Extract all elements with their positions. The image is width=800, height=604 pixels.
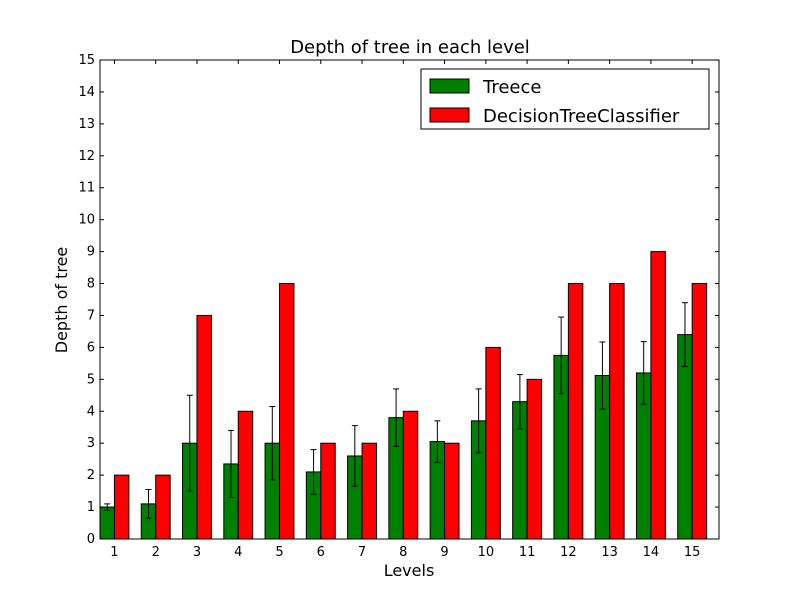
x-tick-label: 3	[193, 545, 201, 560]
y-tick-label: 14	[78, 85, 95, 100]
bar-decisiontree-1	[114, 475, 128, 539]
chart-title: Depth of tree in each level	[290, 37, 530, 58]
bar-decisiontree-5	[280, 284, 294, 539]
x-tick-label: 7	[358, 545, 366, 560]
x-tick-label: 9	[440, 545, 448, 560]
y-tick-label: 6	[87, 340, 95, 355]
bar-decisiontree-8	[403, 411, 417, 539]
bar-decisiontree-9	[445, 443, 459, 539]
y-tick-label: 1	[87, 500, 95, 515]
y-tick-label: 10	[78, 213, 95, 228]
x-axis-label: Levels	[384, 561, 435, 580]
legend: Treece DecisionTreeClassifier	[421, 69, 709, 129]
y-tick-label: 5	[87, 372, 95, 387]
x-tick-label: 6	[317, 545, 325, 560]
y-tick-label: 11	[78, 181, 95, 196]
bar-decisiontree-13	[610, 284, 624, 539]
plot-area	[100, 252, 707, 539]
x-tick-label: 13	[601, 545, 618, 560]
y-tick-label: 2	[87, 468, 95, 483]
x-tick-label: 10	[478, 545, 495, 560]
y-tick-label: 4	[87, 404, 95, 419]
x-tick-label: 2	[152, 545, 160, 560]
x-tick-label: 12	[560, 545, 577, 560]
x-tick-label: 8	[399, 545, 407, 560]
bar-decisiontree-10	[486, 347, 500, 539]
x-tick-label: 4	[234, 545, 242, 560]
bar-treece-1	[100, 507, 114, 539]
y-tick-label: 9	[87, 245, 95, 260]
y-tick-label: 8	[87, 277, 95, 292]
bar-decisiontree-12	[568, 284, 582, 539]
y-tick-label: 12	[78, 149, 95, 164]
legend-swatch-1	[430, 108, 469, 122]
bar-decisiontree-11	[527, 379, 541, 539]
bar-decisiontree-6	[321, 443, 335, 539]
x-tick-label: 5	[275, 545, 283, 560]
y-tick-label: 15	[78, 53, 95, 68]
bar-decisiontree-4	[238, 411, 252, 539]
bar-decisiontree-15	[692, 284, 706, 539]
y-tick-label: 0	[87, 532, 95, 547]
legend-swatch-0	[430, 79, 469, 93]
y-tick-label: 3	[87, 436, 95, 451]
bar-decisiontree-3	[197, 315, 211, 539]
legend-label: DecisionTreeClassifier	[483, 106, 680, 127]
bar-decisiontree-14	[651, 252, 665, 539]
y-tick-label: 7	[87, 308, 95, 323]
x-tick-label: 14	[643, 545, 660, 560]
bar-decisiontree-7	[362, 443, 376, 539]
bar-decisiontree-2	[156, 475, 170, 539]
x-tick-label: 15	[684, 545, 701, 560]
y-axis-label: Depth of tree	[52, 247, 71, 354]
x-tick-label: 1	[110, 545, 118, 560]
legend-label: Treece	[482, 77, 541, 98]
y-tick-label: 13	[78, 117, 95, 132]
x-tick-label: 11	[519, 545, 536, 560]
